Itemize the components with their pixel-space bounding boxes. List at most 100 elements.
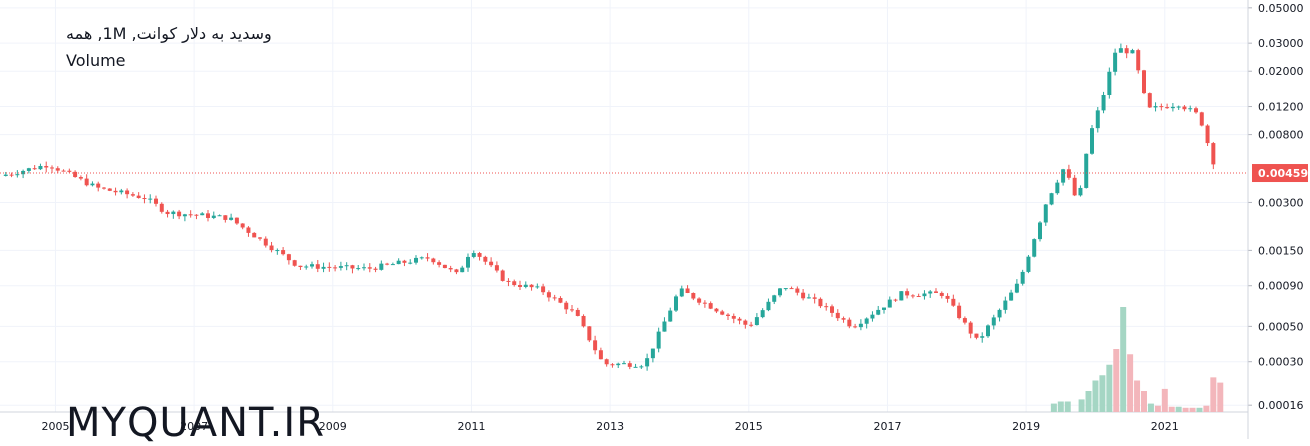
chart-legend-volume: Volume (66, 51, 126, 70)
candle-body (529, 284, 534, 288)
y-tick-label: 0.00300 (1258, 196, 1304, 209)
candle-body (679, 288, 684, 297)
candle-body (581, 315, 586, 327)
candle-body (419, 257, 424, 259)
candle-body (749, 324, 754, 326)
candle-body (217, 215, 222, 217)
candle-body (44, 165, 49, 168)
candle-body (113, 190, 118, 193)
candle-body (1205, 125, 1210, 144)
candle-body (1107, 71, 1112, 96)
volume-bar (1099, 375, 1106, 412)
x-tick-label: 2013 (596, 420, 624, 433)
volume-bar (1141, 391, 1147, 412)
candle-body (130, 194, 135, 196)
candle-body (206, 213, 210, 218)
volume-bar (1057, 401, 1064, 412)
candle-body (327, 266, 332, 268)
candle-body (830, 306, 834, 313)
x-tick-label: 2011 (457, 420, 485, 433)
candle-body (1095, 110, 1100, 129)
candle-body (1032, 239, 1037, 257)
volume-bar (1085, 391, 1092, 412)
candle-body (622, 363, 626, 365)
candle-body (1147, 93, 1152, 108)
candle-body (910, 295, 915, 297)
candle-body (26, 168, 31, 171)
candle-body (333, 267, 338, 269)
candle-body (234, 217, 239, 224)
y-tick-label: 0.00030 (1258, 356, 1304, 369)
candle-body (708, 303, 713, 309)
candle-body (1061, 169, 1066, 183)
candle-body (697, 298, 702, 303)
candle-body (702, 302, 707, 304)
candle-body (841, 318, 846, 320)
candle-body (1066, 169, 1071, 178)
candle-body (512, 281, 517, 286)
candle-body (90, 183, 95, 186)
candle-body (32, 168, 37, 170)
candle-body (656, 331, 661, 349)
chart-legend-symbol: وسدید به دلار کوانت, 1M, همه (66, 24, 272, 43)
candle-body (1165, 107, 1170, 109)
candle-body (818, 298, 823, 307)
volume-bar (1210, 377, 1217, 412)
candle-body (402, 260, 407, 263)
candle-body (362, 267, 366, 269)
candle-body (119, 190, 124, 193)
x-tick-label: 2019 (1012, 420, 1040, 433)
y-tick-label: 0.01200 (1258, 101, 1304, 114)
candle-body (1026, 256, 1031, 272)
candle-body (714, 308, 719, 312)
candle-body (928, 291, 933, 294)
candle-body (1199, 112, 1204, 126)
candle-body (650, 348, 655, 359)
candle-body (922, 293, 927, 297)
candle-body (1043, 204, 1048, 223)
candle-body (616, 363, 621, 366)
candle-body (286, 254, 291, 261)
candle-body (523, 284, 528, 287)
candle-body (466, 256, 470, 268)
candle-body (38, 165, 43, 170)
candle-body (390, 264, 395, 266)
y-tick-label: 0.00016 (1258, 399, 1304, 412)
volume-bar (1064, 401, 1071, 412)
candle-body (84, 178, 89, 186)
candle-body (1194, 108, 1198, 113)
candle-body (945, 295, 950, 299)
candle-body (275, 250, 280, 252)
volume-bar (1154, 405, 1161, 412)
candle-body (668, 310, 673, 322)
candle-body (812, 297, 817, 299)
candle-body (50, 167, 54, 169)
candle-body (905, 291, 910, 296)
candle-body (240, 223, 245, 228)
candle-body (801, 292, 806, 299)
candle-body (125, 190, 130, 195)
candle-body (835, 312, 840, 319)
candle-body (552, 297, 557, 299)
candle-body (246, 227, 251, 233)
candle-body (102, 187, 106, 189)
candle-body (1014, 283, 1019, 293)
candle-body (610, 364, 615, 366)
volume-bar (1161, 388, 1168, 412)
candle-body (1020, 271, 1025, 284)
candle-body (789, 288, 794, 290)
candle-body (1084, 153, 1089, 188)
candle-body (1130, 50, 1135, 54)
candle-body (379, 263, 384, 270)
candle-body (645, 358, 650, 367)
candle-body (350, 265, 355, 269)
candle-body (1038, 222, 1042, 240)
candle-body (783, 288, 788, 290)
y-tick-label: 0.02000 (1258, 65, 1304, 78)
candle-body (882, 307, 886, 310)
candle-body (223, 215, 228, 220)
candle-body (564, 302, 569, 310)
candle-body (3, 174, 8, 176)
candle-body (229, 217, 234, 220)
